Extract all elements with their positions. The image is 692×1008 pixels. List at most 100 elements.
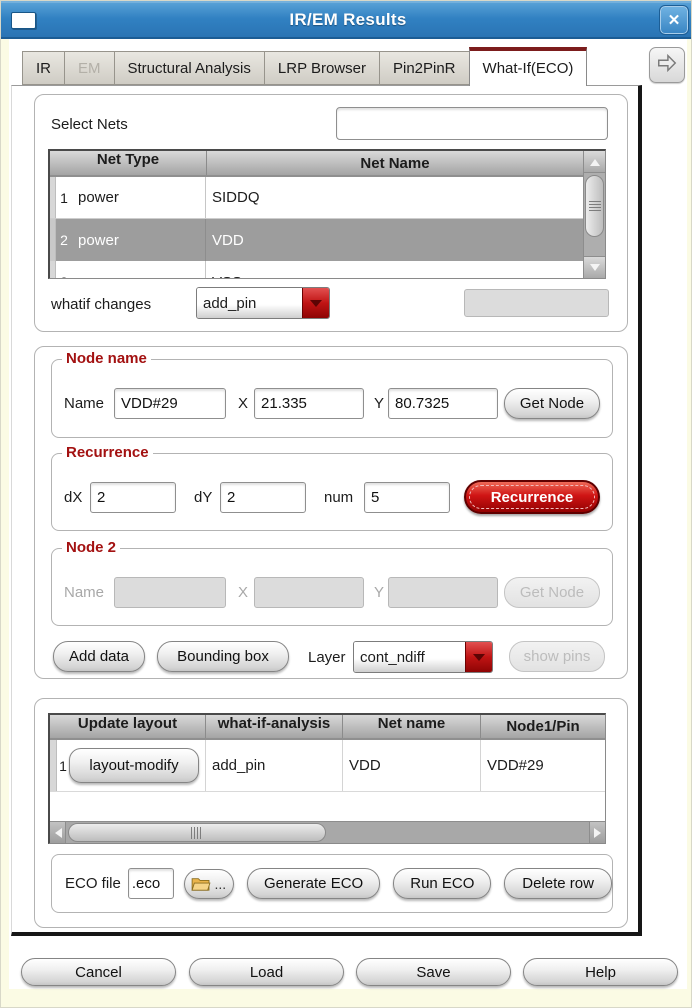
cell-net-name: VDD	[343, 740, 481, 791]
node-y-input[interactable]	[388, 388, 499, 419]
show-pins-button: show pins	[509, 641, 605, 672]
add-data-button[interactable]: Add data	[53, 641, 145, 672]
results-table-header: Update layout what-if-analysis Net name …	[50, 715, 605, 740]
results-table: Update layout what-if-analysis Net name …	[48, 713, 606, 844]
titlebar: IR/EM Results ✕	[1, 1, 691, 39]
nets-table-row[interactable]: 3 power VSS	[50, 261, 583, 278]
node2-x-input	[254, 576, 365, 608]
dropdown-value: add_pin	[197, 288, 302, 318]
node-name-input[interactable]	[114, 388, 226, 419]
scroll-up-button[interactable]	[584, 151, 605, 173]
layer-dropdown[interactable]: cont_ndiff	[353, 641, 493, 673]
cell-net-name: SIDDQ	[212, 189, 260, 206]
row-number: 2	[60, 232, 68, 248]
select-nets-input[interactable]	[336, 107, 608, 140]
cell-analysis: add_pin	[206, 740, 343, 791]
generate-eco-button[interactable]: Generate ECO	[246, 868, 381, 899]
close-icon: ✕	[667, 12, 681, 29]
x-label: X	[238, 395, 249, 412]
y-label: Y	[374, 583, 385, 601]
eco-file-input[interactable]	[127, 868, 174, 899]
x-label: X	[238, 583, 249, 601]
nets-table-header: Net Type Net Name	[50, 151, 583, 177]
node-name-fieldset: Node name Name X Y Get Node	[51, 350, 613, 438]
select-nets-label: Select Nets	[51, 116, 128, 133]
row-gutter	[50, 740, 57, 791]
tab-structural-analysis[interactable]: Structural Analysis	[113, 51, 265, 85]
load-button[interactable]: Load	[189, 958, 344, 986]
tab-scroll-right-button[interactable]	[649, 47, 685, 83]
dx-label: dX	[64, 488, 83, 506]
nets-table-row[interactable]: 1 power SIDDQ	[50, 177, 583, 219]
layout-modify-button[interactable]: layout-modify	[69, 748, 199, 783]
nets-vertical-scrollbar[interactable]	[583, 151, 605, 278]
triangle-down-icon	[310, 299, 322, 313]
nets-header-net-name: Net Name	[360, 154, 430, 172]
header-net-name: Net name	[343, 715, 481, 738]
browse-button[interactable]: ...	[183, 868, 234, 899]
y-label: Y	[374, 395, 385, 412]
header-node1-pin: Node1/Pin	[506, 718, 580, 735]
triangle-up-icon	[589, 154, 600, 166]
cell-net-type: power	[72, 261, 206, 278]
scrollbar-thumb[interactable]	[68, 823, 326, 842]
triangle-down-icon	[473, 653, 485, 667]
header-update-layout: Update layout	[50, 715, 206, 738]
scroll-down-button[interactable]	[584, 256, 605, 278]
name-label: Name	[64, 583, 105, 601]
node2-y-input	[388, 576, 499, 608]
cell-net-type: power	[72, 219, 206, 261]
run-eco-button[interactable]: Run ECO	[393, 868, 492, 899]
recurrence-fieldset: Recurrence dX dY num Recurrence	[51, 444, 613, 531]
browse-ellipsis: ...	[214, 875, 227, 892]
grip-icon	[191, 826, 203, 839]
grip-icon	[588, 201, 601, 211]
whatif-changes-dropdown[interactable]: add_pin	[196, 287, 330, 319]
nets-table-row-selected[interactable]: 2 power VDD	[50, 219, 583, 261]
recurrence-button[interactable]: Recurrence	[464, 480, 600, 514]
dx-input[interactable]	[90, 481, 176, 513]
dropdown-arrow-icon	[302, 288, 329, 318]
results-horizontal-scrollbar[interactable]	[50, 821, 605, 843]
results-table-row[interactable]: 1 layout-modify add_pin VDD VDD#29	[50, 740, 605, 792]
node2-title: Node 2	[62, 539, 121, 556]
triangle-right-icon	[593, 827, 606, 838]
window-menu-icon[interactable]	[11, 11, 36, 29]
layer-label: Layer	[308, 649, 346, 666]
get-node2-button: Get Node	[504, 576, 600, 608]
tab-ir[interactable]: IR	[22, 51, 65, 85]
close-button[interactable]: ✕	[659, 5, 689, 35]
cancel-button[interactable]: Cancel	[21, 958, 176, 986]
tab-what-if-eco[interactable]: What-If(ECO)	[468, 47, 588, 86]
bounding-box-button[interactable]: Bounding box	[157, 641, 289, 672]
scroll-left-button[interactable]	[50, 822, 66, 843]
triangle-down-icon	[589, 263, 600, 276]
nets-header-net-type: Net Type	[50, 151, 207, 175]
node2-name-input	[114, 576, 226, 608]
tab-pin2pinr[interactable]: Pin2PinR	[378, 51, 470, 85]
cell-net-type: power	[72, 177, 206, 218]
folder-icon	[191, 876, 211, 892]
row-gutter	[50, 261, 56, 278]
node2-fieldset: Node 2 Name X Y Get Node	[51, 539, 613, 626]
cell-net-name: VDD	[212, 231, 244, 249]
dy-input[interactable]	[220, 481, 306, 513]
save-button[interactable]: Save	[356, 958, 511, 986]
dropdown-value: cont_ndiff	[354, 642, 465, 672]
row-number: 3	[56, 274, 72, 278]
get-node-button[interactable]: Get Node	[504, 388, 600, 419]
tab-lrp-browser[interactable]: LRP Browser	[263, 51, 380, 85]
node-name-title: Node name	[62, 350, 151, 367]
row-number: 1	[60, 189, 68, 206]
node-x-input[interactable]	[254, 388, 365, 419]
delete-row-button[interactable]: Delete row	[504, 868, 612, 899]
dropdown-arrow-icon	[465, 642, 492, 672]
dy-label: dY	[194, 488, 213, 506]
scrollbar-thumb[interactable]	[585, 175, 604, 237]
recurrence-title: Recurrence	[62, 444, 153, 461]
name-label: Name	[64, 395, 105, 412]
num-input[interactable]	[364, 481, 450, 513]
scroll-right-button[interactable]	[589, 822, 605, 843]
help-button[interactable]: Help	[523, 958, 678, 986]
